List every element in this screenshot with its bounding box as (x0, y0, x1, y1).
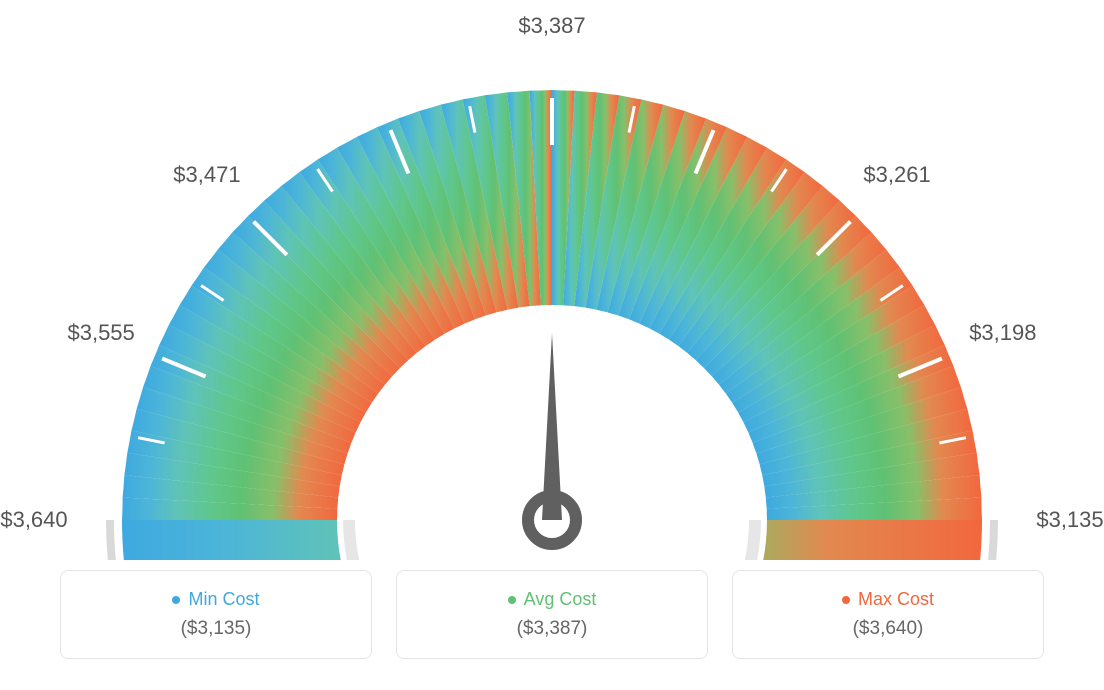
legend-value-max: ($3,640) (753, 618, 1023, 640)
legend-card-min: Min Cost ($3,135) (60, 570, 372, 659)
legend-title-avg: Avg Cost (508, 589, 597, 610)
gauge-chart: $3,135 $3,198 $3,261 $3,387 $3,471 $3,555 $3,6… (0, 0, 1104, 560)
gauge-tick-label: $3,640 (0, 507, 67, 533)
gauge-tick-label: $3,387 (518, 13, 585, 39)
legend-title-max: Max Cost (842, 589, 934, 610)
gauge-tick-label: $3,261 (863, 162, 930, 188)
gauge-svg (0, 0, 1104, 560)
dot-icon (172, 596, 180, 604)
legend-title-text: Min Cost (188, 589, 259, 610)
legend-value-avg: ($3,387) (417, 618, 687, 640)
gauge-tick-label: $3,555 (67, 320, 134, 346)
legend-value-min: ($3,135) (81, 618, 351, 640)
legend-card-avg: Avg Cost ($3,387) (396, 570, 708, 659)
legend-title-min: Min Cost (172, 589, 259, 610)
gauge-tick-label: $3,198 (969, 320, 1036, 346)
dot-icon (842, 596, 850, 604)
dot-icon (508, 596, 516, 604)
gauge-tick-label: $3,471 (173, 162, 240, 188)
legend-title-text: Avg Cost (524, 589, 597, 610)
legend-card-max: Max Cost ($3,640) (732, 570, 1044, 659)
legend: Min Cost ($3,135) Avg Cost ($3,387) Max … (0, 570, 1104, 659)
gauge-tick-label: $3,135 (1036, 507, 1103, 533)
legend-title-text: Max Cost (858, 589, 934, 610)
